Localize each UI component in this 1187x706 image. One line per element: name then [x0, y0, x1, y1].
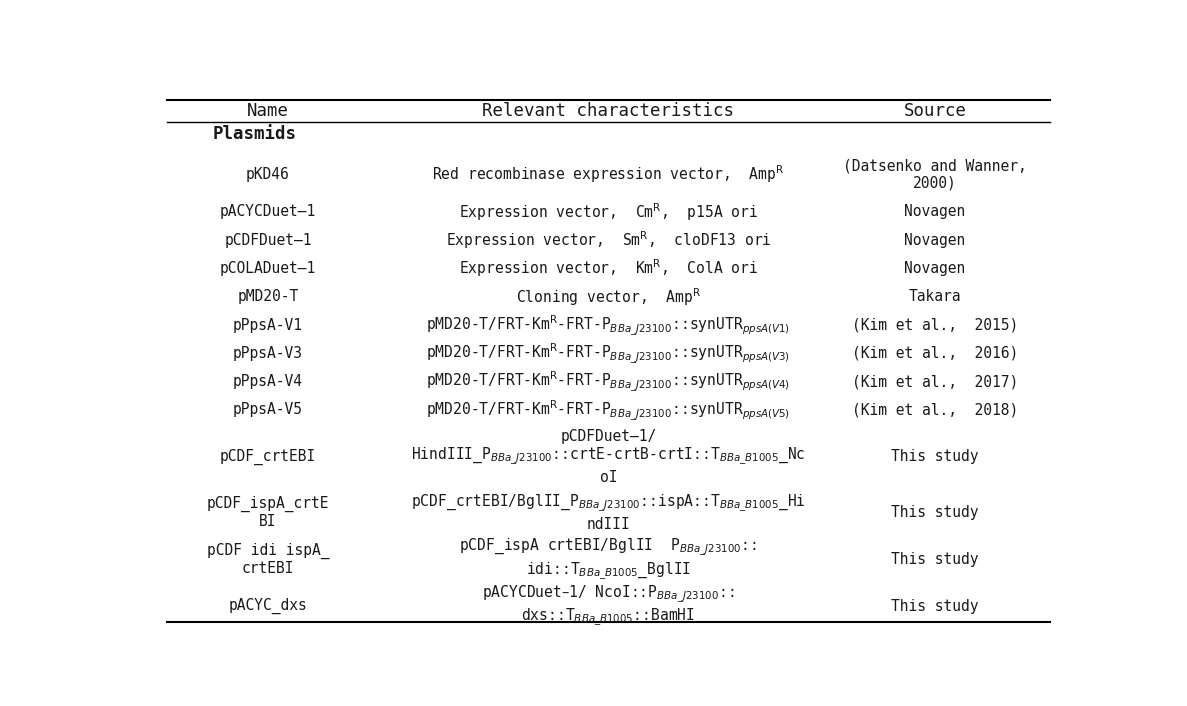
Text: This study: This study: [891, 599, 978, 614]
Text: Cloning vector,  Amp$^{\mathrm{R}}$: Cloning vector, Amp$^{\mathrm{R}}$: [516, 286, 700, 308]
Text: pMD20-T: pMD20-T: [237, 289, 299, 304]
Text: Red recombinase expression vector,  Amp$^{\mathrm{R}}$: Red recombinase expression vector, Amp$^…: [432, 164, 785, 185]
Text: This study: This study: [891, 505, 978, 520]
Text: pCOLADuet–1: pCOLADuet–1: [220, 261, 316, 276]
Text: pKD46: pKD46: [246, 167, 290, 182]
Text: Novagen: Novagen: [904, 261, 965, 276]
Text: (Kim et al.,  2017): (Kim et al., 2017): [852, 374, 1018, 389]
Text: Relevant characteristics: Relevant characteristics: [482, 102, 735, 120]
Text: pPpsA-V3: pPpsA-V3: [233, 346, 303, 361]
Text: Expression vector,  Km$^{\mathrm{R}}$,  ColA ori: Expression vector, Km$^{\mathrm{R}}$, Co…: [458, 258, 758, 280]
Text: (Kim et al.,  2018): (Kim et al., 2018): [852, 402, 1018, 417]
Text: pCDF_crtEBI/BglII_P$_{BBa\_J23100}$::ispA::T$_{BBa\_B1005}$_Hi
ndIII: pCDF_crtEBI/BglII_P$_{BBa\_J23100}$::isp…: [411, 493, 806, 532]
Text: pPpsA-V4: pPpsA-V4: [233, 374, 303, 389]
Text: pACYCDuet–1: pACYCDuet–1: [220, 205, 316, 220]
Text: Novagen: Novagen: [904, 233, 965, 248]
Text: pCDF_crtEBI: pCDF_crtEBI: [220, 448, 316, 465]
Text: This study: This study: [891, 449, 978, 464]
Text: Expression vector,  Sm$^{\mathrm{R}}$,  cloDF13 ori: Expression vector, Sm$^{\mathrm{R}}$, cl…: [445, 229, 772, 251]
Text: pPpsA-V5: pPpsA-V5: [233, 402, 303, 417]
Text: pMD20-T/FRT-Km$^{\mathrm{R}}$-FRT-P$_{BBa\_J23100}$::synUTR$_{ppsA(V1)}$: pMD20-T/FRT-Km$^{\mathrm{R}}$-FRT-P$_{BB…: [426, 313, 791, 337]
Text: pMD20-T/FRT-Km$^{\mathrm{R}}$-FRT-P$_{BBa\_J23100}$::synUTR$_{ppsA(V5)}$: pMD20-T/FRT-Km$^{\mathrm{R}}$-FRT-P$_{BB…: [426, 398, 791, 421]
Text: pMD20-T/FRT-Km$^{\mathrm{R}}$-FRT-P$_{BBa\_J23100}$::synUTR$_{ppsA(V3)}$: pMD20-T/FRT-Km$^{\mathrm{R}}$-FRT-P$_{BB…: [426, 342, 791, 365]
Text: pPpsA-V1: pPpsA-V1: [233, 318, 303, 333]
Text: pCDF idi ispA_
crtEBI: pCDF idi ispA_ crtEBI: [207, 542, 329, 576]
Text: (Datsenko and Wanner,
2000): (Datsenko and Wanner, 2000): [843, 158, 1027, 191]
Text: (Kim et al.,  2015): (Kim et al., 2015): [852, 318, 1018, 333]
Text: Expression vector,  Cm$^{\mathrm{R}}$,  p15A ori: Expression vector, Cm$^{\mathrm{R}}$, p1…: [458, 201, 758, 223]
Text: pACYC_dxs: pACYC_dxs: [229, 598, 307, 614]
Text: This study: This study: [891, 552, 978, 567]
Text: Name: Name: [247, 102, 288, 120]
Text: pCDFDuet–1/
HindIII_P$_{BBa\_J23100}$::crtE-crtB-crtI::T$_{BBa\_B1005}$_Nc
oI: pCDFDuet–1/ HindIII_P$_{BBa\_J23100}$::c…: [411, 429, 806, 484]
Text: pCDFDuet–1: pCDFDuet–1: [224, 233, 312, 248]
Text: (Kim et al.,  2016): (Kim et al., 2016): [852, 346, 1018, 361]
Text: pACYCDuet–1/ NcoI::P$_{BBa\_J23100}$::
dxs::T$_{BBa\_B1005}$::BamHI: pACYCDuet–1/ NcoI::P$_{BBa\_J23100}$:: d…: [482, 584, 735, 628]
Text: pCDF_ispA_crtE
BI: pCDF_ispA_crtE BI: [207, 496, 329, 530]
Text: pCDF_ispA crtEBI/BglII  P$_{BBa\_J23100}$::
idi::T$_{BBa\_B1005}$_BglII: pCDF_ispA crtEBI/BglII P$_{BBa\_J23100}$…: [459, 537, 757, 582]
Text: Takara: Takara: [909, 289, 961, 304]
Text: pMD20-T/FRT-Km$^{\mathrm{R}}$-FRT-P$_{BBa\_J23100}$::synUTR$_{ppsA(V4)}$: pMD20-T/FRT-Km$^{\mathrm{R}}$-FRT-P$_{BB…: [426, 370, 791, 393]
Text: Novagen: Novagen: [904, 205, 965, 220]
Text: Plasmids: Plasmids: [212, 125, 297, 143]
Text: Source: Source: [903, 102, 966, 120]
